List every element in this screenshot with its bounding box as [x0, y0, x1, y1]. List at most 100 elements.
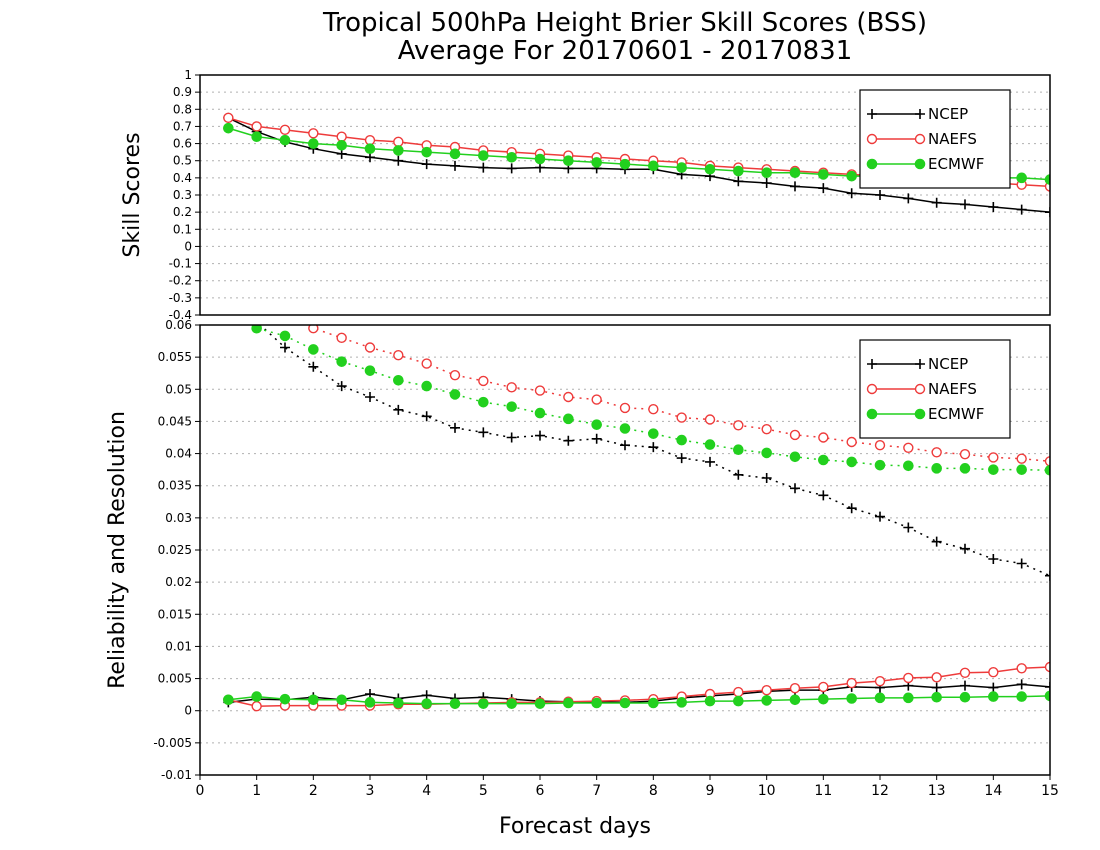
panel1-legend-ecmwf-marker [914, 158, 926, 170]
panel2-naefs-reliability-point [931, 672, 942, 683]
chart-title-line1: Tropical 500hPa Height Brier Skill Score… [322, 8, 927, 38]
panel2-ecmwf-resolution-point [761, 447, 772, 459]
panel2-legend-naefs-label: NAEFS [928, 380, 977, 398]
panel2-naefs-resolution-point [676, 412, 687, 423]
panel1-naefs-point [364, 134, 376, 146]
panel2-ecmwf-reliability-point [591, 697, 602, 709]
panel2-ecmwf-resolution-point [959, 463, 971, 474]
panel2-ncep-resolution-point [761, 473, 772, 483]
panel1-y-tick-label: 0 [184, 239, 192, 253]
panel2-ecmwf-resolution-point [988, 464, 999, 475]
panel1-y-tick-label: 0.3 [173, 188, 192, 202]
panel2-naefs-reliability-point [251, 701, 262, 712]
panel2-naefs-reliability-point [761, 684, 772, 696]
panel2-x-tick-label: 5 [479, 783, 488, 799]
panel2-x-tick-label: 1 [252, 783, 261, 799]
panel2-ecmwf-resolution-point [506, 401, 517, 412]
panel2-x-tick-label: 0 [196, 783, 205, 799]
panel2-y-tick-label: 0.035 [158, 479, 192, 493]
panel1-y-tick-label: 0.9 [173, 85, 192, 99]
panel2-naefs-resolution-point [449, 369, 461, 381]
panel2-ncep-resolution-point [280, 342, 290, 353]
panel2-y-tick-label: -0.005 [153, 736, 192, 750]
panel1-ecmwf-point [393, 145, 404, 156]
panel2-ncep-resolution-point [846, 503, 857, 514]
panel2-ncep-resolution-point [960, 543, 970, 554]
panel2-naefs-resolution-point [846, 436, 857, 448]
panel2-ecmwf-resolution-point [648, 428, 659, 439]
panel2-y-tick-label: 0.02 [165, 575, 192, 589]
panel2-x-tick-label: 9 [706, 783, 715, 799]
panel2-ncep-reliability-point [1045, 681, 1050, 692]
panel2-legend-ecmwf-marker-group [866, 408, 926, 420]
panel1-legend-naefs-marker-group [866, 133, 926, 145]
panel1-ncep-point [478, 162, 489, 173]
panel2-ecmwf-resolution-point [903, 460, 914, 472]
panel1-y-tick-label: 0.7 [173, 119, 192, 133]
panel1-ecmwf-point [1016, 172, 1027, 184]
panel1-y-tick-label: 0.5 [173, 154, 192, 168]
panel1-ecmwf-point [251, 131, 262, 143]
panel1-legend-ncep-label: NCEP [928, 105, 968, 123]
panel2-ncep-resolution-point [591, 433, 602, 444]
panel2-ecmwf-reliability-point [988, 691, 999, 702]
panel1-naefs-point [223, 112, 234, 124]
panel1-legend-ncep-marker [867, 109, 877, 119]
panel2-ecmwf-reliability-point [846, 693, 857, 704]
panel2-legend-naefs-marker-group [866, 383, 926, 395]
panel2-frame [199, 324, 1051, 776]
panel2-ecmwf-resolution-point [308, 344, 319, 355]
panel1-y-tick-label: 0.4 [173, 171, 192, 185]
panel2-ecmwf-reliability-point [336, 694, 347, 706]
panel2-ncep-resolution-point [393, 404, 404, 415]
panel2-x-tick-label: 11 [814, 783, 832, 799]
panel2-x-tick-label: 14 [984, 783, 1002, 799]
panel2-y-tick-label: 0.025 [158, 543, 192, 557]
panel2-ecmwf-resolution-point [789, 451, 801, 463]
panel1-ecmwf-point [421, 146, 432, 158]
panel2-naefs-resolution-point [478, 375, 489, 387]
panel1-ecmwf-point [279, 134, 291, 146]
panel1-legend-ecmwf-marker-group [866, 158, 926, 170]
panel2-ecmwf-resolution-point [846, 456, 857, 468]
panel2-x-tick-label: 13 [928, 783, 946, 799]
panel2-y-tick-label: 0.045 [158, 414, 192, 428]
panel2-x-tick-label: 4 [422, 783, 431, 799]
panel2-naefs-reliability-point [903, 672, 914, 684]
panel1-y-tick-label: 0.6 [173, 137, 192, 151]
panel1-ecmwf-point [704, 163, 716, 175]
panel1-y-tick-label: -0.2 [169, 274, 192, 288]
panel2-x-tick-label: 7 [592, 783, 601, 799]
panel1-y-tick-label: -0.4 [169, 308, 192, 322]
panel2-series-group [223, 325, 1050, 712]
panel2-legend-ncep-label: NCEP [928, 355, 968, 373]
panel2-naefs-resolution-point [733, 420, 744, 431]
panel2-ncep-resolution-point [705, 456, 715, 467]
panel2-ncep-resolution-point [733, 469, 744, 480]
panel2-ncep-resolution-point [903, 522, 914, 533]
panel1-ecmwf-point [478, 150, 489, 161]
panel2-naefs-reliability-point [846, 677, 857, 689]
panel2-ecmwf-reliability-point [478, 698, 489, 709]
panel2-naefs-reliability-point [733, 686, 744, 698]
panel2-ecmwf-reliability-point [619, 697, 631, 709]
panel1-naefs-point [393, 136, 404, 148]
panel2-ecmwf-reliability-point [506, 698, 517, 709]
panel2-ncep-reliability-point [988, 682, 999, 693]
panel2-naefs-resolution-point [336, 332, 347, 344]
panel2-naefs-resolution-point [534, 385, 546, 396]
panel1-ncep-point [960, 199, 970, 210]
panel2-ncep-resolution-point [478, 427, 489, 438]
panel2-ecmwf-reliability-point [874, 692, 886, 704]
panel1-ecmwf-point [733, 165, 744, 177]
panel2-ecmwf-resolution-point [619, 423, 631, 434]
panel2-ecmwf-reliability-point [648, 697, 659, 709]
panel2-legend-ncep-marker [915, 359, 925, 369]
panel2-legend-naefs-marker [914, 383, 926, 395]
panel1-legend-ncep-marker-group [867, 109, 925, 119]
panel2-ecmwf-resolution-point [563, 413, 574, 425]
panel2-naefs-resolution-point [959, 449, 971, 460]
panel1-ncep-point [903, 193, 914, 204]
panel2-ncep-resolution-point [421, 411, 432, 422]
panel1-ecmwf-point [506, 151, 517, 163]
